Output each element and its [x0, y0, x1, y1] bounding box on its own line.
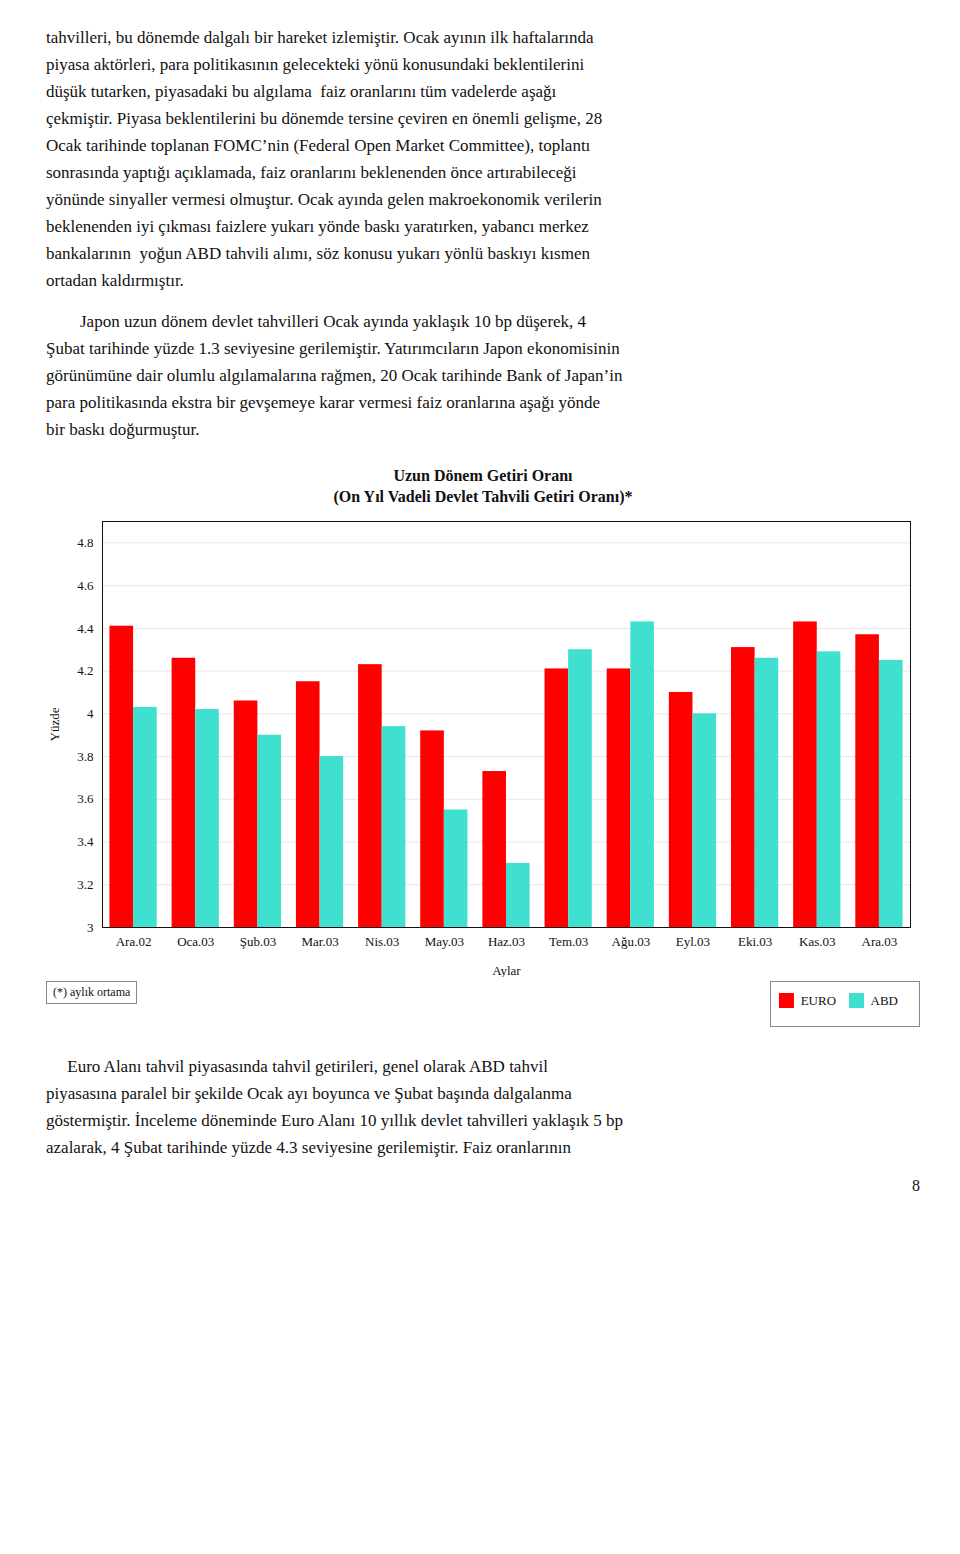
svg-text:4.4: 4.4 [77, 621, 94, 636]
html-text:azalarak, 4 Şubat tarihinde yü: azalarak, 4 Şubat tarihinde yüzde 4.3 se… [46, 1137, 571, 1157]
html-text:görünümüne dair olumlu algılam: görünümüne dair olumlu algılamalarına ra… [46, 366, 623, 385]
html-text:ABD: ABD [870, 992, 898, 1008]
html-text:para politikasında ekstra bir: para politikasında ekstra bir gevşemeye … [46, 393, 601, 412]
svg-text:4.8: 4.8 [77, 535, 93, 550]
svg-text:Haz.03: Haz.03 [488, 934, 525, 949]
html-text:Uzun Dönem Getiri Oranı: Uzun Dönem Getiri Oranı [393, 467, 573, 484]
html-text:Şubat tarihinde yüzde 1.3 sevi: Şubat tarihinde yüzde 1.3 seviyesine ger… [46, 339, 620, 358]
svg-text:3.6: 3.6 [77, 791, 94, 806]
svg-text:Aylar: Aylar [492, 963, 521, 978]
svg-text:Yüzde: Yüzde [47, 707, 62, 741]
html-text:(On Yıl Vadeli Devlet Tahvili: (On Yıl Vadeli Devlet Tahvili Getiri Ora… [333, 488, 633, 505]
html-text:yönünde sinyaller vermesi olmu: yönünde sinyaller vermesi olmuştur. Ocak… [46, 190, 602, 209]
svg-text:4: 4 [87, 706, 94, 721]
html-text:Euro Alanı tahvil piyasasında: Euro Alanı tahvil piyasasında tahvil get… [46, 1056, 548, 1076]
svg-text:4.6: 4.6 [77, 578, 94, 593]
svg-text:Oca.03: Oca.03 [177, 934, 214, 949]
html-text:Japon uzun dönem devlet tahvil: Japon uzun dönem devlet tahvilleri Ocak … [46, 312, 587, 331]
svg-text:Ara.03: Ara.03 [862, 934, 898, 949]
svg-text:Mar.03: Mar.03 [301, 934, 338, 949]
html-text:bankalarının yoğun ABD tahvili: bankalarının yoğun ABD tahvili alımı, sö… [46, 244, 590, 263]
html-text:tahvilleri, bu dönemde dalgalı: tahvilleri, bu dönemde dalgalı bir harek… [46, 28, 594, 47]
html-text:çekmiştir. Piyasa beklentileri: çekmiştir. Piyasa beklentilerini bu döne… [46, 109, 603, 128]
html-text:8: 8 [912, 1176, 920, 1194]
html-text:(*) aylık ortama: (*) aylık ortama [53, 985, 131, 999]
svg-text:3.8: 3.8 [77, 749, 93, 764]
html-text:Ocak tarihinde toplanan FOMC’n: Ocak tarihinde toplanan FOMC’nin (Federa… [46, 136, 591, 155]
html-text:ortadan kaldırmıştır.: ortadan kaldırmıştır. [46, 271, 184, 290]
html-text:düşük tutarken, piyasadaki bu: düşük tutarken, piyasadaki bu algılama f… [46, 82, 557, 101]
html-text:EURO: EURO [800, 992, 836, 1008]
svg-text:Kas.03: Kas.03 [799, 934, 835, 949]
svg-text:Tem.03: Tem.03 [549, 934, 588, 949]
html-text:beklenenden iyi çıkması faizle: beklenenden iyi çıkması faizlere yukarı … [46, 217, 589, 236]
svg-text:3.4: 3.4 [77, 834, 94, 849]
svg-text:Eki.03: Eki.03 [738, 934, 772, 949]
svg-text:Ara.02: Ara.02 [116, 934, 152, 949]
svg-text:4.2: 4.2 [77, 663, 93, 678]
html-text:sonrasında yaptığı açıklamada,: sonrasında yaptığı açıklamada, faiz oran… [46, 163, 577, 182]
html-text:piyasa aktörleri, para politik: piyasa aktörleri, para politikasının gel… [46, 55, 585, 74]
html-text:piyasasına paralel bir şekilde: piyasasına paralel bir şekilde Ocak ayı … [46, 1083, 572, 1103]
html-text:bir baskı doğurmuştur.: bir baskı doğurmuştur. [46, 420, 200, 439]
svg-text:Eyl.03: Eyl.03 [676, 934, 710, 949]
svg-text:May.03: May.03 [425, 934, 464, 949]
svg-text:Nis.03: Nis.03 [365, 934, 399, 949]
svg-text:Ağu.03: Ağu.03 [611, 934, 650, 949]
svg-text:Şub.03: Şub.03 [240, 934, 276, 949]
html-text:göstermiştir. İnceleme dönemin: göstermiştir. İnceleme döneminde Euro Al… [46, 1110, 623, 1130]
svg-text:3.2: 3.2 [77, 877, 93, 892]
svg-text:3: 3 [87, 920, 94, 935]
